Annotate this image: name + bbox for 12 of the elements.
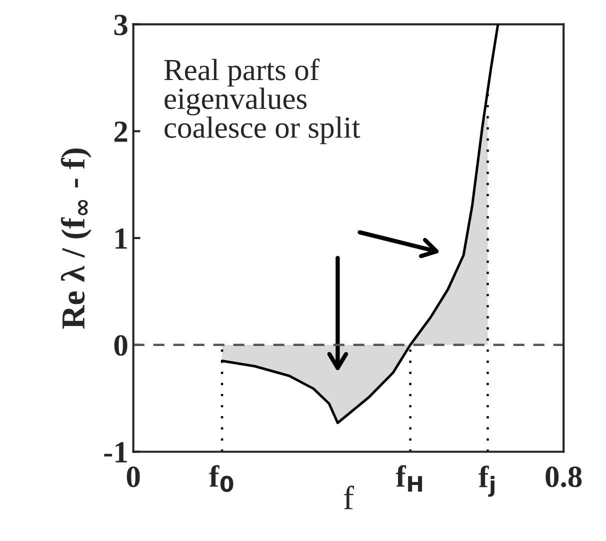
- y-tick-label: 3: [114, 14, 128, 36]
- y-tick-label: 1: [116, 228, 127, 249]
- x-tick-label: f$_{0}$: [209, 465, 234, 492]
- x-tick-label: f$_{j}$: [478, 466, 494, 497]
- y-tick-label: -1: [104, 442, 127, 462]
- y-tick-label: 2: [114, 122, 128, 142]
- x-tick-label: f$_{H}$: [396, 465, 422, 492]
- x-axis-title: f: [344, 486, 354, 510]
- y-axis-title: Re λ / (f$_{∞}$ - f): [60, 148, 92, 329]
- y-tick-label: 0: [114, 335, 128, 356]
- annotation: Real parts of eigenvalues coalesce or split: [164, 58, 360, 144]
- x-tick-label: 0.8: [546, 466, 582, 488]
